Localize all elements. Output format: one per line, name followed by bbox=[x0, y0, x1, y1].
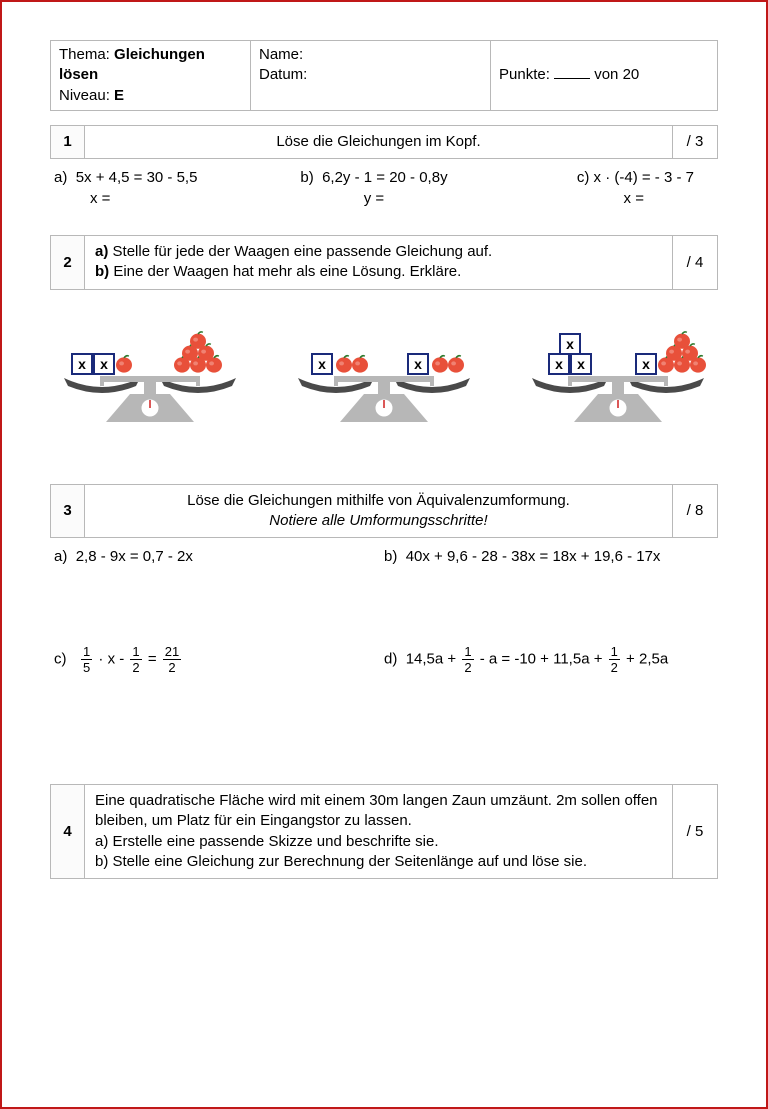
task3-row-cd: c) 15 · x - 12 = 212 d) 14,5a + 12 - a =… bbox=[50, 645, 718, 674]
fraction: 212 bbox=[163, 645, 181, 674]
task3-b-label: b) bbox=[384, 548, 397, 565]
punkte-suffix: von 20 bbox=[594, 66, 639, 83]
task3-title2: Notiere alle Umformungsschritte! bbox=[269, 512, 487, 529]
task3-b-eq: 40x + 9,6 - 28 - 38x = 18x + 19,6 - 17x bbox=[406, 548, 661, 565]
scale-1: x x bbox=[50, 304, 250, 424]
task3-c-mid1: · x - bbox=[98, 650, 128, 667]
task3-a-eq: 2,8 - 9x = 0,7 - 2x bbox=[76, 548, 193, 565]
name-label: Name: bbox=[259, 46, 303, 63]
task4-line-b: b) Stelle eine Gleichung zur Berechnung … bbox=[95, 853, 587, 870]
task3-d: d) 14,5a + 12 - a = -10 + 11,5a + 12 + 2… bbox=[384, 645, 714, 674]
task2-b-label: b) bbox=[95, 263, 109, 280]
task1-row: a) 5x + 4,5 = 30 - 5,5 x = b) 6,2y - 1 =… bbox=[50, 169, 718, 207]
task1-a-eq: 5x + 4,5 = 30 - 5,5 bbox=[76, 169, 198, 186]
task4-points: / 5 bbox=[673, 785, 717, 878]
task3-b: b) 40x + 9,6 - 28 - 38x = 18x + 19,6 - 1… bbox=[384, 548, 714, 565]
task3-a-label: a) bbox=[54, 548, 67, 565]
worksheet-page: Thema: Gleichungen lösen Niveau: E Name:… bbox=[0, 0, 768, 1109]
task1-num: 1 bbox=[51, 126, 85, 158]
task4-line1: Eine quadratische Fläche wird mit einem … bbox=[95, 792, 658, 829]
task3-points: / 8 bbox=[673, 485, 717, 538]
task1-a: a) 5x + 4,5 = 30 - 5,5 x = bbox=[54, 169, 267, 207]
thema-label: Thema: bbox=[59, 46, 110, 63]
header-col-thema: Thema: Gleichungen lösen Niveau: E bbox=[51, 41, 251, 110]
task1-head: 1 Löse die Gleichungen im Kopf. / 3 bbox=[50, 125, 718, 159]
task3-c-mid2: = bbox=[148, 650, 161, 667]
svg-text:x: x bbox=[414, 356, 422, 372]
task3-c-label: c) bbox=[54, 650, 67, 667]
task4-head: 4 Eine quadratische Fläche wird mit eine… bbox=[50, 784, 718, 879]
task2-a-label: a) bbox=[95, 243, 108, 260]
task3-row-ab: a) 2,8 - 9x = 0,7 - 2x b) 40x + 9,6 - 28… bbox=[50, 548, 718, 565]
scale-2: x x bbox=[284, 304, 484, 424]
task2-points: / 4 bbox=[673, 236, 717, 289]
task3-d-label: d) bbox=[384, 650, 397, 667]
svg-text:x: x bbox=[100, 356, 108, 372]
header-col-punkte: Punkte: von 20 bbox=[491, 41, 717, 110]
task1-c-ans: x = bbox=[481, 190, 694, 207]
task3-d-mid: - a = -10 + 11,5a + bbox=[480, 650, 607, 667]
svg-text:x: x bbox=[78, 356, 86, 372]
task3-title1: Löse die Gleichungen mithilfe von Äquiva… bbox=[187, 492, 570, 509]
niveau-value: E bbox=[114, 87, 124, 104]
task2-b-line: Eine der Waagen hat mehr als eine Lösung… bbox=[113, 263, 461, 280]
fraction: 12 bbox=[609, 645, 620, 674]
task1-b-ans: y = bbox=[267, 190, 480, 207]
task1-c-label: c) bbox=[577, 169, 590, 186]
task1-b: b) 6,2y - 1 = 20 - 0,8y y = bbox=[267, 169, 480, 207]
punkte-prefix: Punkte: bbox=[499, 66, 550, 83]
task1-a-label: a) bbox=[54, 169, 67, 186]
task1-b-label: b) bbox=[300, 169, 313, 186]
task2-num: 2 bbox=[51, 236, 85, 289]
header-col-name: Name: Datum: bbox=[251, 41, 491, 110]
punkte-blank bbox=[554, 78, 590, 79]
task1-c: c) x · (-4) = - 3 - 7 x = bbox=[481, 169, 714, 207]
task1-a-ans: x = bbox=[54, 190, 267, 207]
task4-num: 4 bbox=[51, 785, 85, 878]
niveau-label: Niveau: bbox=[59, 87, 110, 104]
task1-points: / 3 bbox=[673, 126, 717, 158]
task3-head: 3 Löse die Gleichungen mithilfe von Äqui… bbox=[50, 484, 718, 539]
fraction: 12 bbox=[462, 645, 473, 674]
task2-head: 2 a) Stelle für jede der Waagen eine pas… bbox=[50, 235, 718, 290]
scale-3: x x x x bbox=[518, 304, 718, 424]
task3-c: c) 15 · x - 12 = 212 bbox=[54, 645, 384, 674]
task3-text: Löse die Gleichungen mithilfe von Äquiva… bbox=[85, 485, 673, 538]
datum-label: Datum: bbox=[259, 66, 307, 83]
svg-text:x: x bbox=[566, 336, 574, 352]
task3-d-post: + 2,5a bbox=[626, 650, 668, 667]
fraction: 15 bbox=[81, 645, 92, 674]
task1-title: Löse die Gleichungen im Kopf. bbox=[85, 126, 673, 158]
task1-c-eq: x · (-4) = - 3 - 7 bbox=[594, 169, 694, 186]
task4-line-a: a) Erstelle eine passende Skizze und bes… bbox=[95, 833, 439, 850]
task2-a-line: Stelle für jede der Waagen eine passende… bbox=[113, 243, 493, 260]
scales-row: x x x x x x x x bbox=[50, 304, 718, 424]
svg-text:x: x bbox=[555, 356, 563, 372]
task3-num: 3 bbox=[51, 485, 85, 538]
svg-text:x: x bbox=[642, 356, 650, 372]
header-box: Thema: Gleichungen lösen Niveau: E Name:… bbox=[50, 40, 718, 111]
fraction: 12 bbox=[130, 645, 141, 674]
svg-text:x: x bbox=[318, 356, 326, 372]
task3-d-pre: 14,5a + bbox=[406, 650, 461, 667]
task2-text: a) Stelle für jede der Waagen eine passe… bbox=[85, 236, 673, 289]
task3-a: a) 2,8 - 9x = 0,7 - 2x bbox=[54, 548, 384, 565]
task4-text: Eine quadratische Fläche wird mit einem … bbox=[85, 785, 673, 878]
task1-b-eq: 6,2y - 1 = 20 - 0,8y bbox=[322, 169, 448, 186]
svg-text:x: x bbox=[577, 356, 585, 372]
